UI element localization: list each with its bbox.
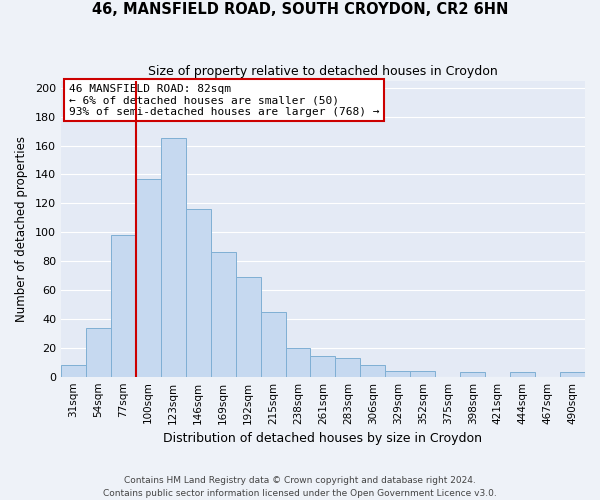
- Bar: [211, 252, 236, 376]
- Title: Size of property relative to detached houses in Croydon: Size of property relative to detached ho…: [148, 65, 498, 78]
- Y-axis label: Number of detached properties: Number of detached properties: [15, 136, 28, 322]
- Bar: [410, 371, 435, 376]
- Bar: [560, 372, 585, 376]
- Bar: [385, 371, 410, 376]
- Bar: [310, 356, 335, 376]
- Bar: [111, 235, 136, 376]
- Bar: [186, 209, 211, 376]
- Bar: [335, 358, 361, 376]
- X-axis label: Distribution of detached houses by size in Croydon: Distribution of detached houses by size …: [163, 432, 482, 445]
- Bar: [361, 365, 385, 376]
- Bar: [61, 365, 86, 376]
- Bar: [510, 372, 535, 376]
- Bar: [236, 277, 260, 376]
- Bar: [86, 328, 111, 376]
- Bar: [460, 372, 485, 376]
- Bar: [286, 348, 310, 376]
- Text: Contains HM Land Registry data © Crown copyright and database right 2024.
Contai: Contains HM Land Registry data © Crown c…: [103, 476, 497, 498]
- Text: 46, MANSFIELD ROAD, SOUTH CROYDON, CR2 6HN: 46, MANSFIELD ROAD, SOUTH CROYDON, CR2 6…: [92, 2, 508, 18]
- Bar: [260, 312, 286, 376]
- Bar: [161, 138, 186, 376]
- Bar: [136, 179, 161, 376]
- Text: 46 MANSFIELD ROAD: 82sqm
← 6% of detached houses are smaller (50)
93% of semi-de: 46 MANSFIELD ROAD: 82sqm ← 6% of detache…: [69, 84, 379, 116]
